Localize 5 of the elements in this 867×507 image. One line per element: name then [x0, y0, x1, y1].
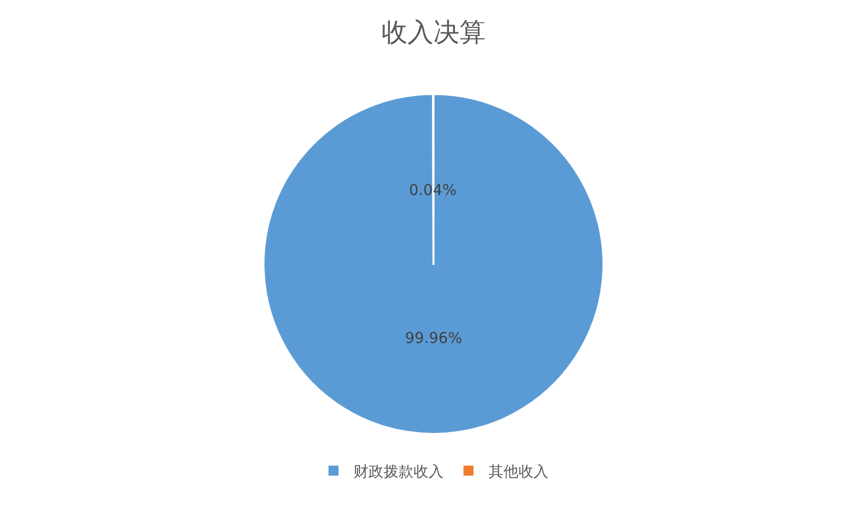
data-label: 99.96% — [405, 329, 462, 347]
pie-slice — [262, 93, 604, 435]
chart-title: 收入决算 — [382, 18, 486, 48]
legend-label: 其他收入 — [488, 462, 548, 480]
legend-label: 财政拨款收入 — [354, 462, 444, 480]
